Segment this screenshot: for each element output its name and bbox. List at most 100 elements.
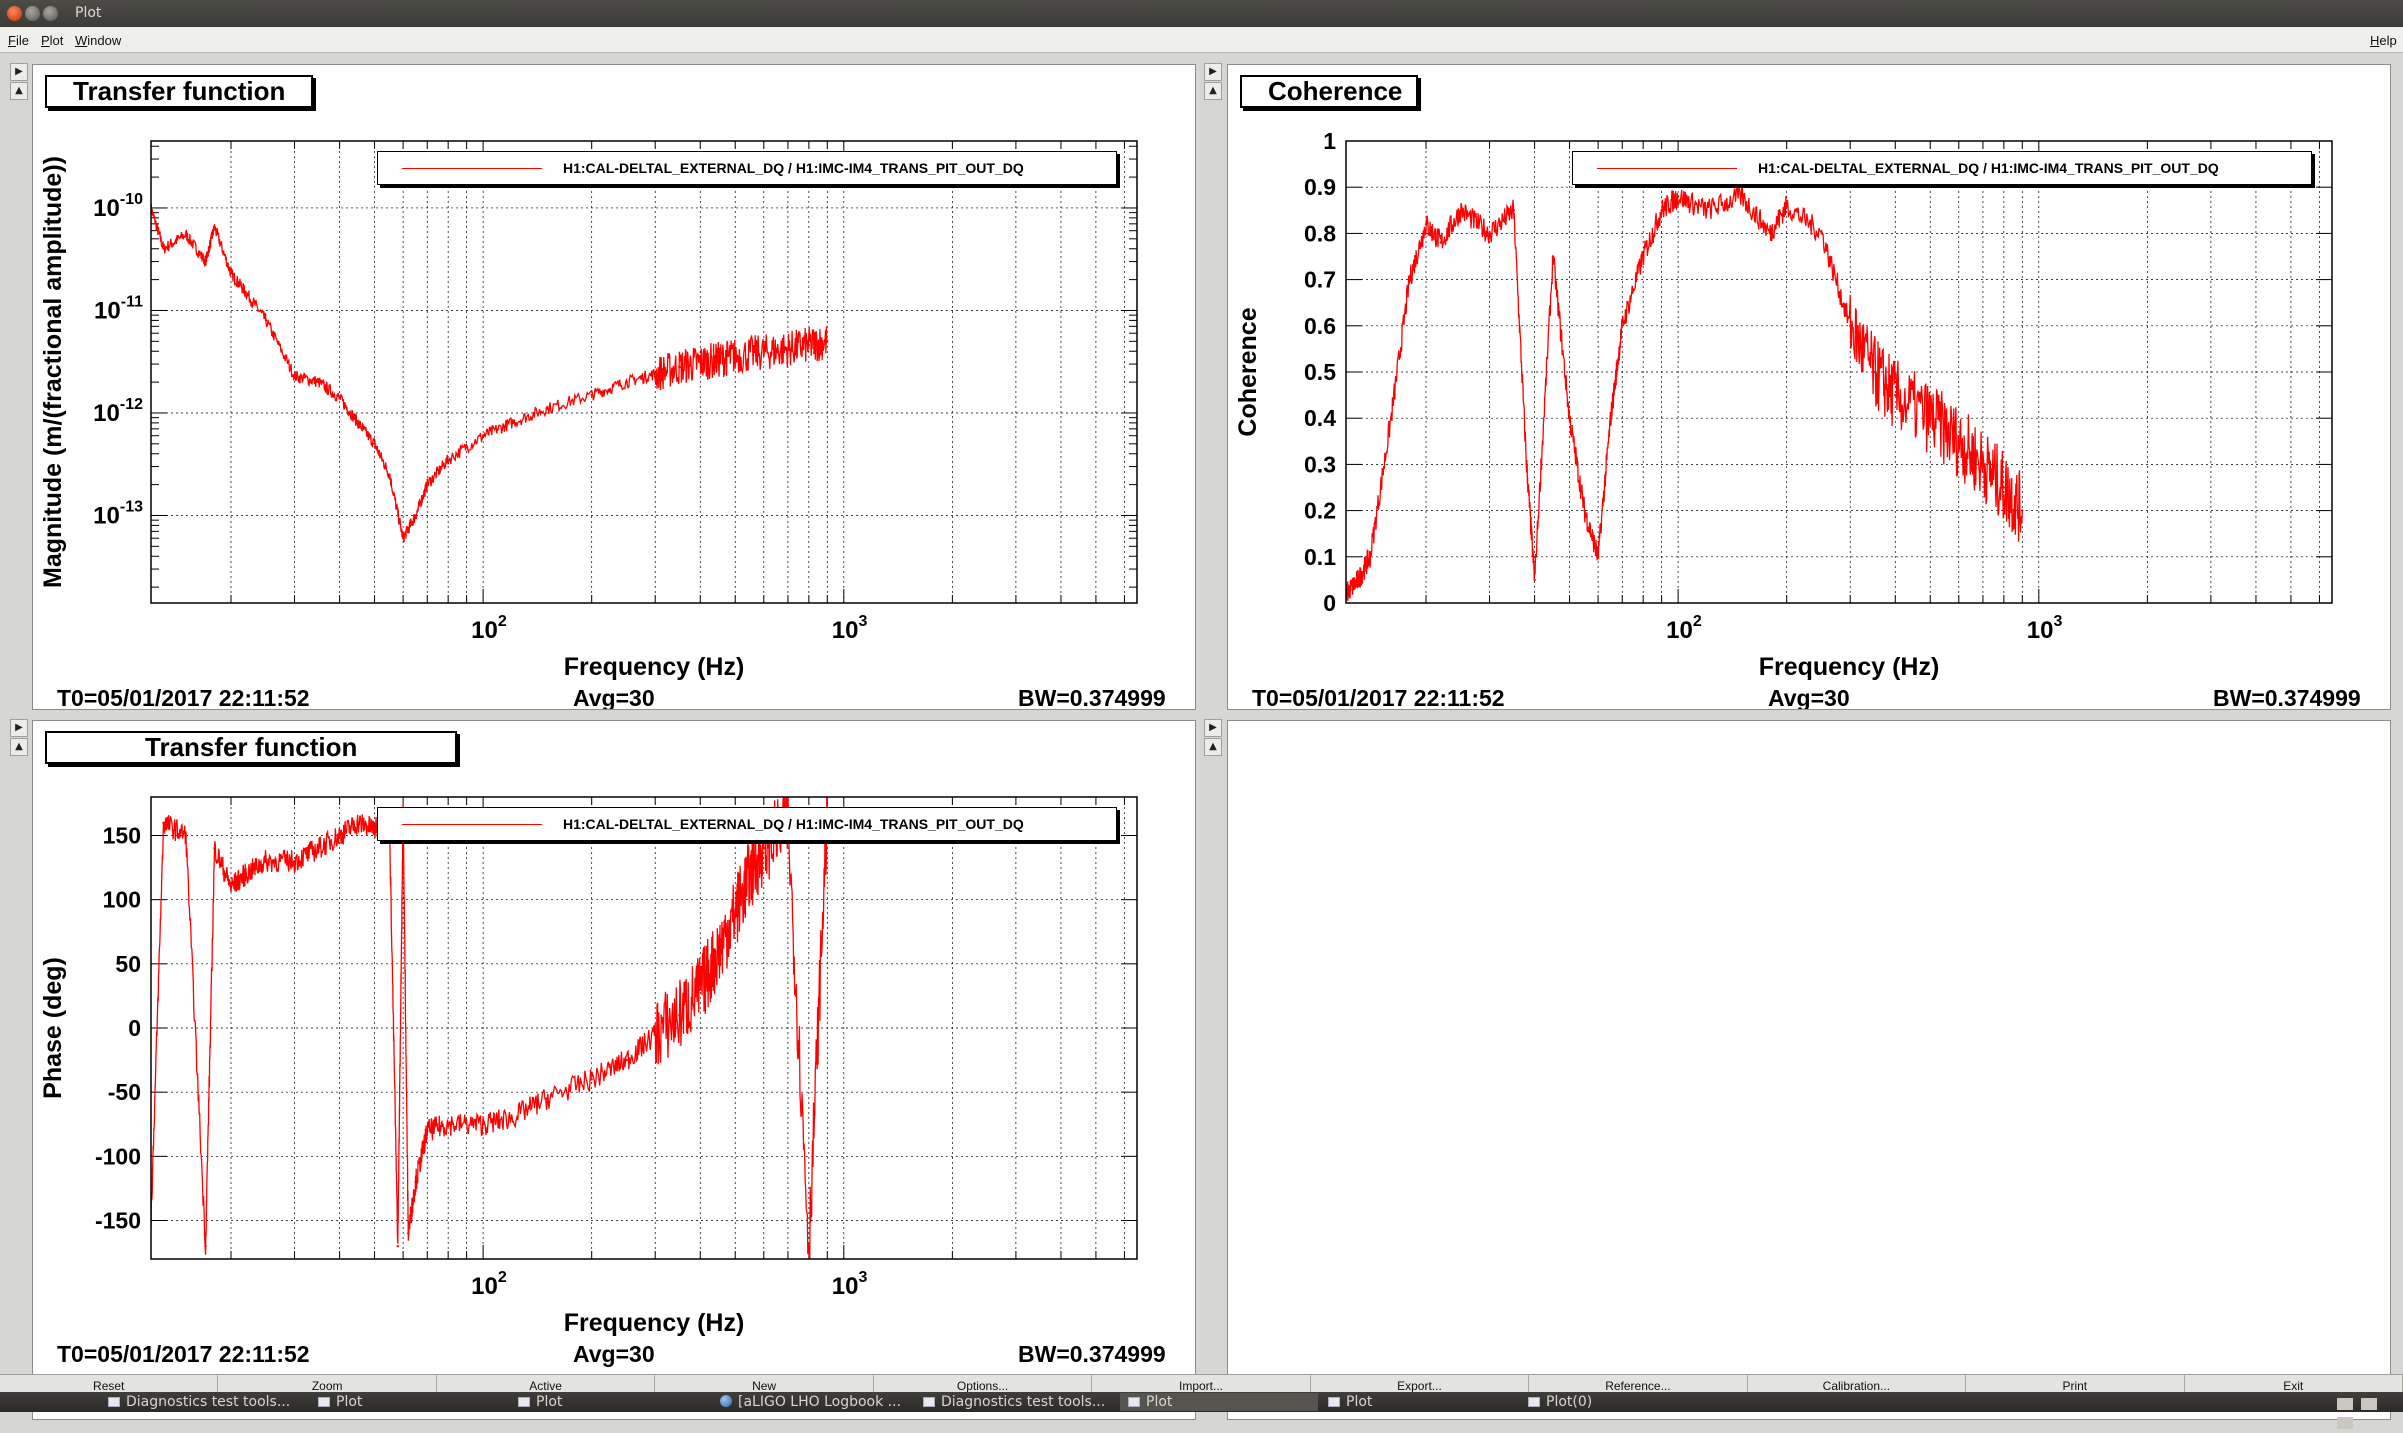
taskbar-item[interactable]: Plot: [1120, 1393, 1318, 1411]
data-point: [1568, 417, 1571, 420]
data-point: [293, 374, 296, 378]
y-tick-label: 100: [103, 887, 141, 913]
taskbar-item-label: Plot: [1146, 1394, 1173, 1410]
toolbar-button-options[interactable]: Options...: [874, 1375, 1093, 1393]
taskbar-item[interactable]: Plot: [510, 1393, 708, 1411]
magnitude-plot-pad[interactable]: 10-10 10-11 10-12 10-13 102 103 Frequency (Hz)…: [32, 64, 1196, 710]
data-point: [590, 393, 593, 397]
taskbar-item[interactable]: [aLIGO LHO Logbook ...: [712, 1393, 910, 1411]
legend-line-swatch: [402, 168, 542, 169]
data-point: [426, 1129, 429, 1132]
maximize-window-button[interactable]: [43, 6, 58, 21]
toolbar-button-zoom[interactable]: Zoom: [218, 1375, 437, 1393]
empty-plot-pad[interactable]: [1227, 720, 2391, 1420]
toolbar-button-reset[interactable]: Reset: [0, 1375, 219, 1393]
toolbar-button-active[interactable]: Active: [437, 1375, 656, 1393]
minimize-window-button[interactable]: [25, 6, 40, 21]
legend-label: H1:CAL-DELTAL_EXTERNAL_DQ / H1:IMC-IM4_T…: [563, 160, 1024, 176]
taskbar-item-label: Plot: [1346, 1394, 1373, 1410]
legend: H1:CAL-DELTAL_EXTERNAL_DQ / H1:IMC-IM4_T…: [1572, 151, 2312, 185]
toolbar-button-import[interactable]: Import...: [1092, 1375, 1311, 1393]
data-point: [204, 260, 207, 263]
data-point: [1705, 209, 1708, 212]
data-point: [338, 396, 341, 400]
data-point: [426, 483, 429, 486]
data-point: [510, 1116, 513, 1119]
toolbar-button-calibration[interactable]: Calibration...: [1748, 1375, 1967, 1393]
data-point: [264, 319, 268, 322]
tray-window-icon[interactable]: [2337, 1398, 2353, 1410]
taskbar-item[interactable]: Plot: [1320, 1393, 1518, 1411]
coherence-chart[interactable]: 0 0.1 0.2 0.3 0.4 0.5 0.6 0.7 0.8 0.9 1 102 103 Frequ…: [1228, 65, 2391, 710]
series-line: [151, 203, 828, 543]
coherence-plot-pad[interactable]: 0 0.1 0.2 0.3 0.4 0.5 0.6 0.7 0.8 0.9 1 102 103 Frequ…: [1227, 64, 2391, 710]
data-point: [229, 885, 233, 888]
data-point: [1459, 209, 1463, 212]
phase-plot-pad[interactable]: 150 100 50 0 -50 -100 -150 102 103 Frequency (Hz)…: [32, 720, 1196, 1420]
tray-window-icon[interactable]: [2337, 1417, 2353, 1429]
status-t0: T0=05/01/2017 22:11:52: [57, 685, 310, 710]
data-point: [1424, 223, 1428, 226]
data-point: [401, 537, 405, 540]
legend-line-swatch: [402, 824, 542, 825]
phase-chart[interactable]: 150 100 50 0 -50 -100 -150 102 103 Frequency (Hz)…: [33, 721, 1196, 1420]
data-point: [734, 911, 737, 914]
data-point: [162, 247, 165, 250]
pad-next-arrow-icon[interactable]: ▶: [10, 63, 28, 81]
toolbar-button-export[interactable]: Export...: [1311, 1375, 1530, 1393]
y-tick-label: 50: [115, 951, 141, 977]
menu-plot[interactable]: Plot: [41, 33, 64, 48]
taskbar-item[interactable]: Diagnostics test tools...: [100, 1393, 298, 1411]
pad-up-arrow-icon[interactable]: ▲: [1204, 82, 1222, 100]
data-point: [1676, 195, 1680, 198]
data-point: [1785, 204, 1788, 207]
toolbar-button-reference[interactable]: Reference...: [1529, 1375, 1748, 1393]
taskbar-item[interactable]: Diagnostics test tools...: [915, 1393, 1113, 1411]
tray-window-icon[interactable]: [2361, 1398, 2378, 1410]
x-tick-label: 102: [1666, 613, 1702, 644]
menu-file[interactable]: File: [8, 33, 29, 48]
data-point: [654, 372, 657, 376]
taskbar-item-label: Diagnostics test tools...: [126, 1394, 291, 1410]
pad-up-arrow-icon[interactable]: ▲: [1204, 738, 1222, 756]
status-t0: T0=05/01/2017 22:11:52: [57, 1341, 310, 1367]
menu-window[interactable]: Window: [75, 33, 122, 48]
y-tick-label: 10-10: [93, 191, 143, 222]
data-point: [356, 821, 360, 824]
data-point: [388, 473, 391, 476]
plot-toolbar: Reset Zoom Active New Options... Import... Exp…: [0, 1374, 2403, 1393]
data-point: [1929, 417, 1932, 420]
data-point: [625, 1058, 628, 1062]
data-point: [734, 354, 737, 358]
y-tick-label: 0.7: [1304, 267, 1336, 293]
data-point: [1533, 578, 1536, 582]
status-t0: T0=05/01/2017 22:11:52: [1252, 685, 1505, 710]
magnitude-chart[interactable]: 10-10 10-11 10-12 10-13 102 103 Frequency (Hz)…: [33, 65, 1196, 710]
y-tick-label: 0.3: [1304, 451, 1336, 477]
pad-nav-arrows: ▶ ▲: [1202, 62, 1224, 102]
pad-title: Transfer function: [45, 731, 457, 764]
data-point: [1357, 578, 1360, 582]
taskbar-item[interactable]: Plot(0): [1520, 1393, 1718, 1411]
taskbar-item[interactable]: Plot: [310, 1393, 508, 1411]
status-avg: Avg=30: [573, 1341, 655, 1367]
y-tick-label: 0.6: [1304, 313, 1336, 339]
data-point: [447, 458, 450, 461]
pad-up-arrow-icon[interactable]: ▲: [10, 82, 28, 100]
x-tick-label: 103: [2027, 613, 2063, 644]
toolbar-button-exit[interactable]: Exit: [2185, 1375, 2403, 1393]
pad-next-arrow-icon[interactable]: ▶: [1204, 719, 1222, 737]
toolbar-button-print[interactable]: Print: [1966, 1375, 2185, 1393]
window-icon: [318, 1397, 330, 1407]
legend-line-swatch: [1597, 168, 1737, 169]
pad-up-arrow-icon[interactable]: ▲: [10, 738, 28, 756]
pad-next-arrow-icon[interactable]: ▶: [10, 719, 28, 737]
globe-icon: [720, 1395, 732, 1407]
toolbar-button-new[interactable]: New: [655, 1375, 874, 1393]
status-bw: BW=0.374999: [1018, 1341, 1166, 1367]
menu-help[interactable]: Help: [2370, 33, 2397, 48]
pad-next-arrow-icon[interactable]: ▶: [1204, 63, 1222, 81]
y-tick-label: 0.1: [1304, 544, 1336, 570]
close-window-button[interactable]: [7, 6, 22, 21]
